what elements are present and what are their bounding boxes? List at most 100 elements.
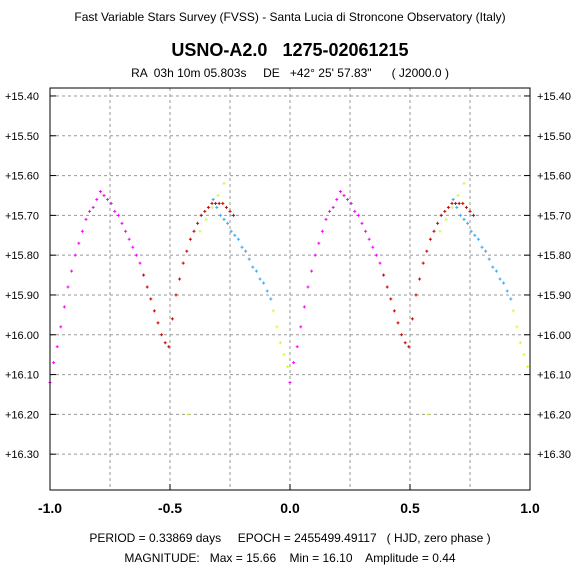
data-point bbox=[421, 261, 425, 265]
data-point bbox=[236, 237, 240, 241]
data-point bbox=[254, 269, 258, 273]
y-tick-label-left: +15.80 bbox=[5, 250, 39, 262]
data-point bbox=[313, 253, 317, 257]
data-point bbox=[403, 341, 407, 345]
data-point bbox=[526, 365, 530, 369]
data-point bbox=[221, 201, 225, 205]
data-point bbox=[457, 201, 461, 205]
data-point bbox=[203, 209, 207, 213]
data-point bbox=[181, 261, 185, 265]
data-point bbox=[491, 265, 495, 269]
data-point bbox=[466, 221, 470, 225]
data-point bbox=[286, 365, 290, 369]
data-point bbox=[116, 213, 120, 217]
data-point bbox=[320, 229, 324, 233]
y-tick-label-left: +15.40 bbox=[5, 91, 39, 103]
x-tick-label: 0.5 bbox=[400, 500, 420, 516]
data-point bbox=[502, 281, 506, 285]
data-point bbox=[149, 297, 153, 301]
data-point bbox=[324, 217, 328, 221]
data-point bbox=[52, 361, 56, 365]
data-point bbox=[167, 345, 171, 349]
data-point bbox=[428, 237, 432, 241]
data-point bbox=[410, 317, 414, 321]
data-point bbox=[244, 249, 248, 253]
data-point bbox=[95, 197, 99, 201]
data-point bbox=[222, 217, 226, 221]
data-point bbox=[302, 305, 306, 309]
data-point bbox=[192, 229, 196, 233]
x-tick-label: 1.0 bbox=[520, 500, 540, 516]
y-tick-label-left: +16.10 bbox=[5, 370, 39, 382]
data-point bbox=[251, 265, 255, 269]
survey-title: Fast Variable Stars Survey (FVSS) - Sant… bbox=[74, 10, 506, 24]
data-point bbox=[91, 205, 95, 209]
data-point bbox=[456, 193, 460, 197]
data-point bbox=[454, 201, 458, 205]
data-point bbox=[438, 229, 442, 233]
period-epoch-text: PERIOD = 0.33869 days EPOCH = 2455499.49… bbox=[89, 531, 491, 545]
data-point bbox=[331, 205, 335, 209]
data-point bbox=[109, 201, 113, 205]
y-tick-label-right: +15.80 bbox=[537, 250, 571, 262]
data-point bbox=[353, 209, 357, 213]
data-point bbox=[62, 305, 66, 309]
data-point bbox=[306, 285, 310, 289]
plot-border bbox=[49, 87, 531, 491]
y-tick-label-right: +15.90 bbox=[537, 290, 571, 302]
data-point bbox=[360, 221, 364, 225]
data-point bbox=[113, 209, 117, 213]
data-point bbox=[185, 249, 189, 253]
y-tick-label-right: +16.20 bbox=[537, 409, 571, 421]
data-point bbox=[98, 189, 102, 193]
data-point bbox=[468, 209, 472, 213]
data-point bbox=[364, 229, 368, 233]
data-point bbox=[124, 229, 128, 233]
data-point bbox=[233, 233, 237, 237]
data-point bbox=[346, 197, 350, 201]
data-point bbox=[436, 221, 440, 225]
y-tick-label-right: +15.50 bbox=[537, 131, 571, 143]
data-point bbox=[461, 201, 465, 205]
data-point bbox=[487, 257, 491, 261]
data-point bbox=[265, 289, 269, 293]
data-point bbox=[199, 213, 203, 217]
magnitude-text: MAGNITUDE: Max = 15.66 Min = 16.10 Ampli… bbox=[124, 551, 456, 565]
data-point bbox=[145, 285, 149, 289]
data-point bbox=[127, 237, 131, 241]
data-point bbox=[70, 269, 74, 273]
data-point bbox=[102, 193, 106, 197]
data-point bbox=[59, 325, 63, 329]
data-point bbox=[458, 213, 462, 217]
data-point bbox=[292, 361, 296, 365]
data-point bbox=[432, 229, 436, 233]
data-point bbox=[217, 201, 221, 205]
data-point bbox=[439, 213, 443, 217]
y-tick-label-left: +16.20 bbox=[5, 409, 39, 421]
data-point bbox=[215, 205, 219, 209]
data-point bbox=[444, 217, 448, 221]
data-point bbox=[88, 209, 92, 213]
data-point bbox=[374, 253, 378, 257]
data-point bbox=[258, 277, 262, 281]
data-point bbox=[131, 245, 135, 249]
y-tick-label-right: +15.40 bbox=[537, 91, 571, 103]
data-point bbox=[476, 237, 480, 241]
data-point bbox=[367, 237, 371, 241]
data-point bbox=[443, 209, 447, 213]
data-point bbox=[226, 221, 230, 225]
data-point bbox=[247, 257, 251, 261]
data-point bbox=[262, 281, 266, 285]
x-tick-label: 0.0 bbox=[280, 500, 300, 516]
data-point bbox=[178, 277, 182, 281]
data-point bbox=[469, 229, 473, 233]
data-point bbox=[451, 197, 455, 201]
data-point bbox=[317, 241, 321, 245]
data-point bbox=[407, 345, 411, 349]
data-point bbox=[218, 213, 222, 217]
data-point bbox=[77, 241, 81, 245]
data-point bbox=[106, 197, 110, 201]
data-point bbox=[232, 213, 236, 217]
data-point bbox=[66, 285, 70, 289]
